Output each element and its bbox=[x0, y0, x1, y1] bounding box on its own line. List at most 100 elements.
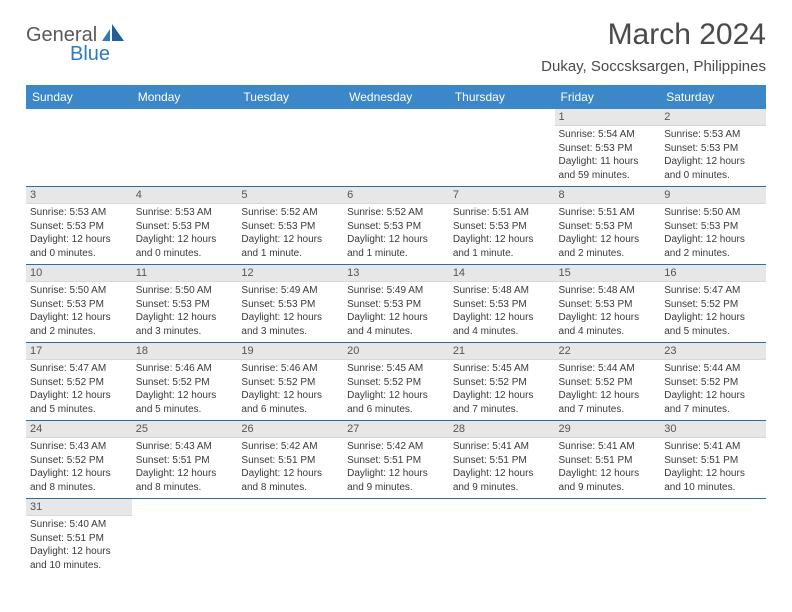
weekday-header: Saturday bbox=[660, 85, 766, 109]
day-details: Sunrise: 5:43 AMSunset: 5:52 PMDaylight:… bbox=[26, 438, 132, 498]
day-details: Sunrise: 5:54 AMSunset: 5:53 PMDaylight:… bbox=[555, 126, 661, 186]
day-details: Sunrise: 5:44 AMSunset: 5:52 PMDaylight:… bbox=[555, 360, 661, 420]
day-number: 6 bbox=[343, 187, 449, 204]
day-number: 4 bbox=[132, 187, 238, 204]
day-details: Sunrise: 5:46 AMSunset: 5:52 PMDaylight:… bbox=[237, 360, 343, 420]
day-details: Sunrise: 5:50 AMSunset: 5:53 PMDaylight:… bbox=[26, 282, 132, 342]
day-details: Sunrise: 5:50 AMSunset: 5:53 PMDaylight:… bbox=[660, 204, 766, 264]
day-number: 10 bbox=[26, 265, 132, 282]
day-number: 3 bbox=[26, 187, 132, 204]
day-details: Sunrise: 5:53 AMSunset: 5:53 PMDaylight:… bbox=[660, 126, 766, 186]
day-details: Sunrise: 5:46 AMSunset: 5:52 PMDaylight:… bbox=[132, 360, 238, 420]
calendar-cell: 22Sunrise: 5:44 AMSunset: 5:52 PMDayligh… bbox=[555, 343, 661, 421]
calendar-cell: 12Sunrise: 5:49 AMSunset: 5:53 PMDayligh… bbox=[237, 265, 343, 343]
weekday-header: Thursday bbox=[449, 85, 555, 109]
calendar-cell: 26Sunrise: 5:42 AMSunset: 5:51 PMDayligh… bbox=[237, 421, 343, 499]
calendar-cell bbox=[237, 109, 343, 187]
month-title: March 2024 bbox=[541, 18, 766, 52]
title-block: March 2024 Dukay, Soccsksargen, Philippi… bbox=[541, 18, 766, 75]
day-number: 21 bbox=[449, 343, 555, 360]
day-details: Sunrise: 5:45 AMSunset: 5:52 PMDaylight:… bbox=[343, 360, 449, 420]
day-details: Sunrise: 5:44 AMSunset: 5:52 PMDaylight:… bbox=[660, 360, 766, 420]
calendar-week-row: 17Sunrise: 5:47 AMSunset: 5:52 PMDayligh… bbox=[26, 343, 766, 421]
calendar-cell bbox=[449, 499, 555, 577]
calendar-cell: 1Sunrise: 5:54 AMSunset: 5:53 PMDaylight… bbox=[555, 109, 661, 187]
calendar-cell bbox=[555, 499, 661, 577]
day-number: 24 bbox=[26, 421, 132, 438]
calendar-cell: 23Sunrise: 5:44 AMSunset: 5:52 PMDayligh… bbox=[660, 343, 766, 421]
calendar-cell: 13Sunrise: 5:49 AMSunset: 5:53 PMDayligh… bbox=[343, 265, 449, 343]
day-number: 27 bbox=[343, 421, 449, 438]
day-details: Sunrise: 5:53 AMSunset: 5:53 PMDaylight:… bbox=[132, 204, 238, 264]
day-details: Sunrise: 5:41 AMSunset: 5:51 PMDaylight:… bbox=[555, 438, 661, 498]
calendar-week-row: 31Sunrise: 5:40 AMSunset: 5:51 PMDayligh… bbox=[26, 499, 766, 577]
day-number: 16 bbox=[660, 265, 766, 282]
calendar-table: SundayMondayTuesdayWednesdayThursdayFrid… bbox=[26, 85, 766, 576]
calendar-cell: 18Sunrise: 5:46 AMSunset: 5:52 PMDayligh… bbox=[132, 343, 238, 421]
day-number: 23 bbox=[660, 343, 766, 360]
day-details: Sunrise: 5:41 AMSunset: 5:51 PMDaylight:… bbox=[660, 438, 766, 498]
calendar-cell: 24Sunrise: 5:43 AMSunset: 5:52 PMDayligh… bbox=[26, 421, 132, 499]
calendar-cell: 3Sunrise: 5:53 AMSunset: 5:53 PMDaylight… bbox=[26, 187, 132, 265]
day-number: 28 bbox=[449, 421, 555, 438]
day-details: Sunrise: 5:49 AMSunset: 5:53 PMDaylight:… bbox=[237, 282, 343, 342]
day-details: Sunrise: 5:50 AMSunset: 5:53 PMDaylight:… bbox=[132, 282, 238, 342]
day-number: 18 bbox=[132, 343, 238, 360]
day-details: Sunrise: 5:43 AMSunset: 5:51 PMDaylight:… bbox=[132, 438, 238, 498]
calendar-cell bbox=[660, 499, 766, 577]
day-number: 30 bbox=[660, 421, 766, 438]
weekday-header: Monday bbox=[132, 85, 238, 109]
calendar-cell bbox=[132, 499, 238, 577]
day-details: Sunrise: 5:52 AMSunset: 5:53 PMDaylight:… bbox=[237, 204, 343, 264]
day-details: Sunrise: 5:42 AMSunset: 5:51 PMDaylight:… bbox=[343, 438, 449, 498]
day-details: Sunrise: 5:53 AMSunset: 5:53 PMDaylight:… bbox=[26, 204, 132, 264]
calendar-cell: 27Sunrise: 5:42 AMSunset: 5:51 PMDayligh… bbox=[343, 421, 449, 499]
day-number: 8 bbox=[555, 187, 661, 204]
calendar-cell: 30Sunrise: 5:41 AMSunset: 5:51 PMDayligh… bbox=[660, 421, 766, 499]
day-number: 17 bbox=[26, 343, 132, 360]
weekday-header: Friday bbox=[555, 85, 661, 109]
day-number: 5 bbox=[237, 187, 343, 204]
calendar-cell: 2Sunrise: 5:53 AMSunset: 5:53 PMDaylight… bbox=[660, 109, 766, 187]
day-number: 2 bbox=[660, 109, 766, 126]
day-number: 7 bbox=[449, 187, 555, 204]
calendar-cell: 19Sunrise: 5:46 AMSunset: 5:52 PMDayligh… bbox=[237, 343, 343, 421]
calendar-head: SundayMondayTuesdayWednesdayThursdayFrid… bbox=[26, 85, 766, 109]
day-details: Sunrise: 5:47 AMSunset: 5:52 PMDaylight:… bbox=[26, 360, 132, 420]
calendar-cell: 17Sunrise: 5:47 AMSunset: 5:52 PMDayligh… bbox=[26, 343, 132, 421]
day-number: 25 bbox=[132, 421, 238, 438]
day-number: 13 bbox=[343, 265, 449, 282]
day-number: 14 bbox=[449, 265, 555, 282]
weekday-header: Wednesday bbox=[343, 85, 449, 109]
calendar-cell: 5Sunrise: 5:52 AMSunset: 5:53 PMDaylight… bbox=[237, 187, 343, 265]
day-number: 19 bbox=[237, 343, 343, 360]
calendar-cell bbox=[26, 109, 132, 187]
day-number: 12 bbox=[237, 265, 343, 282]
day-number: 11 bbox=[132, 265, 238, 282]
weekday-row: SundayMondayTuesdayWednesdayThursdayFrid… bbox=[26, 85, 766, 109]
calendar-cell: 15Sunrise: 5:48 AMSunset: 5:53 PMDayligh… bbox=[555, 265, 661, 343]
calendar-body: 1Sunrise: 5:54 AMSunset: 5:53 PMDaylight… bbox=[26, 109, 766, 576]
calendar-cell: 25Sunrise: 5:43 AMSunset: 5:51 PMDayligh… bbox=[132, 421, 238, 499]
calendar-week-row: 24Sunrise: 5:43 AMSunset: 5:52 PMDayligh… bbox=[26, 421, 766, 499]
calendar-week-row: 1Sunrise: 5:54 AMSunset: 5:53 PMDaylight… bbox=[26, 109, 766, 187]
page-header: General March 2024 Dukay, Soccsksargen, … bbox=[26, 18, 766, 75]
day-number: 31 bbox=[26, 499, 132, 516]
calendar-cell: 16Sunrise: 5:47 AMSunset: 5:52 PMDayligh… bbox=[660, 265, 766, 343]
calendar-cell: 11Sunrise: 5:50 AMSunset: 5:53 PMDayligh… bbox=[132, 265, 238, 343]
calendar-cell: 21Sunrise: 5:45 AMSunset: 5:52 PMDayligh… bbox=[449, 343, 555, 421]
location-text: Dukay, Soccsksargen, Philippines bbox=[541, 58, 766, 75]
day-details: Sunrise: 5:48 AMSunset: 5:53 PMDaylight:… bbox=[555, 282, 661, 342]
calendar-cell: 4Sunrise: 5:53 AMSunset: 5:53 PMDaylight… bbox=[132, 187, 238, 265]
calendar-cell: 7Sunrise: 5:51 AMSunset: 5:53 PMDaylight… bbox=[449, 187, 555, 265]
day-details: Sunrise: 5:41 AMSunset: 5:51 PMDaylight:… bbox=[449, 438, 555, 498]
calendar-cell: 8Sunrise: 5:51 AMSunset: 5:53 PMDaylight… bbox=[555, 187, 661, 265]
calendar-cell: 29Sunrise: 5:41 AMSunset: 5:51 PMDayligh… bbox=[555, 421, 661, 499]
calendar-week-row: 10Sunrise: 5:50 AMSunset: 5:53 PMDayligh… bbox=[26, 265, 766, 343]
day-details: Sunrise: 5:51 AMSunset: 5:53 PMDaylight:… bbox=[449, 204, 555, 264]
day-details: Sunrise: 5:40 AMSunset: 5:51 PMDaylight:… bbox=[26, 516, 132, 576]
calendar-cell bbox=[132, 109, 238, 187]
calendar-cell bbox=[343, 109, 449, 187]
calendar-cell: 28Sunrise: 5:41 AMSunset: 5:51 PMDayligh… bbox=[449, 421, 555, 499]
calendar-cell: 9Sunrise: 5:50 AMSunset: 5:53 PMDaylight… bbox=[660, 187, 766, 265]
